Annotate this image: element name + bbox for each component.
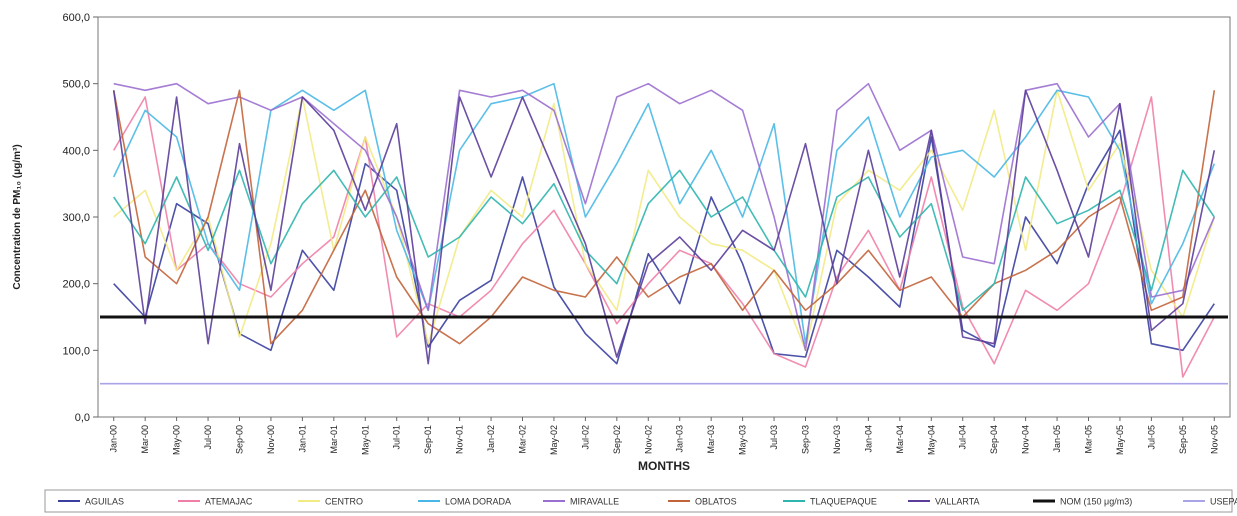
series-lines — [100, 82, 1228, 385]
x-tick-label: Jan-02 — [486, 425, 496, 453]
y-tick-label: 0,0 — [75, 412, 90, 424]
x-tick-label: Mar-00 — [140, 425, 150, 454]
y-axis-ticks: 0,0 100,0 200,0 300,0 400,0 500,0 600,0 — [62, 12, 98, 424]
x-tick-label: Jan-03 — [675, 425, 685, 453]
x-axis-title: MONTHS — [638, 459, 690, 473]
y-tick-label: 200,0 — [62, 279, 90, 291]
x-tick-label: May-00 — [172, 425, 182, 455]
x-tick-label: Jul-01 — [392, 425, 402, 450]
legend-label: ATEMAJAC — [205, 497, 253, 507]
y-axis-title: Concentration de PM₁₀ (μg/m³) — [12, 144, 23, 289]
x-tick-label: May-01 — [360, 425, 370, 455]
legend-label: VALLARTA — [935, 497, 980, 507]
legend-label: NOM (150 μg/m3) — [1060, 497, 1132, 507]
x-tick-label: Sep-00 — [235, 425, 245, 454]
plot-area — [97, 16, 1231, 418]
x-tick-label: Jan-05 — [1052, 425, 1062, 453]
x-tick-label: Sep-02 — [612, 425, 622, 454]
series-line-7 — [112, 89, 1216, 365]
series-line-3 — [112, 82, 1216, 345]
y-tick-label: 300,0 — [62, 212, 90, 224]
series-line-2 — [113, 89, 1216, 352]
x-tick-label: Nov-03 — [832, 425, 842, 454]
series-line-6 — [113, 169, 1215, 312]
legend-label: USEPA (50 μg/m3) — [1210, 497, 1237, 507]
legend: AGUILAS ATEMAJAC CENTRO LOMA DORADA MIRAVALL… — [58, 497, 1237, 507]
y-tick-label: 500,0 — [62, 79, 90, 91]
legend-label: AGUILAS — [85, 497, 124, 507]
x-tick-label: Jul-05 — [1146, 425, 1156, 450]
legend-label: OBLATOS — [695, 497, 737, 507]
series-line-4 — [113, 82, 1216, 352]
x-tick-label: Jan-01 — [297, 425, 307, 453]
x-tick-label: Mar-03 — [706, 425, 716, 454]
legend-label: LOMA DORADA — [445, 497, 511, 507]
y-tick-label: 100,0 — [62, 345, 90, 357]
legend-box — [44, 489, 1233, 513]
x-tick-label: Mar-04 — [895, 425, 905, 454]
x-tick-label: Nov-05 — [1209, 425, 1219, 454]
legend-label: CENTRO — [325, 497, 363, 507]
x-tick-label: Jul-04 — [958, 425, 968, 450]
x-axis-ticks: Jan-00 Mar-00 May-00 Jul-00 Sep-00 Nov-00 Jan-… — [109, 417, 1219, 455]
y-tick-label: 400,0 — [62, 145, 90, 157]
x-tick-label: Jan-00 — [109, 425, 119, 453]
x-tick-label: May-02 — [549, 425, 559, 455]
x-tick-label: Jul-00 — [203, 425, 213, 450]
y-tick-label: 600,0 — [62, 12, 90, 24]
x-tick-label: May-03 — [738, 425, 748, 455]
legend-label: MIRAVALLE — [570, 497, 619, 507]
x-tick-label: Sep-05 — [1178, 425, 1188, 454]
legend-label: TLAQUEPAQUE — [810, 497, 877, 507]
x-tick-label: Mar-02 — [518, 425, 528, 454]
x-tick-label: Jul-03 — [769, 425, 779, 450]
x-tick-label: Sep-01 — [423, 425, 433, 454]
series-line-1 — [113, 96, 1216, 378]
x-tick-label: Nov-04 — [1021, 425, 1031, 454]
x-tick-label: May-05 — [1115, 425, 1125, 455]
x-tick-label: Mar-05 — [1084, 425, 1094, 454]
x-tick-label: Jul-02 — [580, 425, 590, 450]
x-tick-label: Nov-01 — [455, 425, 465, 454]
x-tick-label: Nov-02 — [643, 425, 653, 454]
x-tick-label: Mar-01 — [329, 425, 339, 454]
x-tick-label: Sep-03 — [801, 425, 811, 454]
x-tick-label: May-04 — [926, 425, 936, 455]
x-tick-label: Nov-00 — [266, 425, 276, 454]
x-tick-label: Sep-04 — [989, 425, 999, 454]
x-tick-label: Jan-04 — [863, 425, 873, 453]
